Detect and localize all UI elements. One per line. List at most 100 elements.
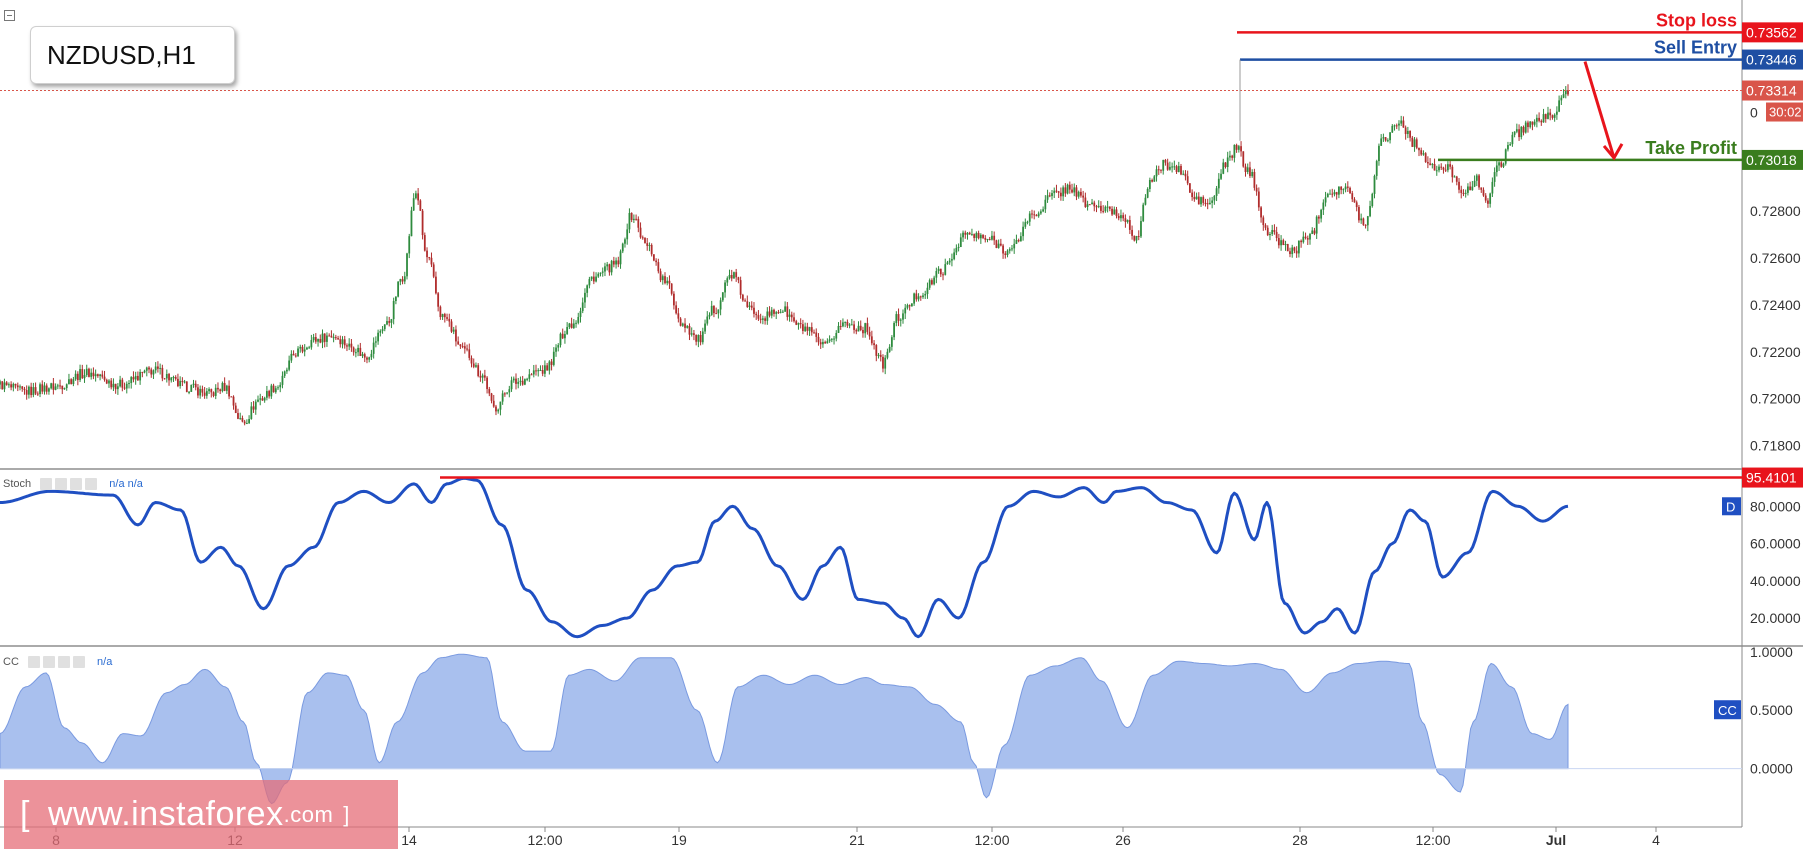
- candle-body: [152, 370, 155, 375]
- candle-body: [1375, 161, 1378, 176]
- candle-body: [401, 279, 404, 282]
- candle-body: [1189, 183, 1191, 193]
- candle-body: [506, 392, 508, 394]
- candle-body: [394, 296, 397, 302]
- candle-body: [79, 369, 81, 381]
- candle-body: [1153, 176, 1156, 182]
- candle-body: [655, 260, 658, 263]
- candle-body: [1091, 202, 1093, 205]
- candle-body: [612, 260, 615, 265]
- candle-body: [21, 386, 24, 389]
- candle-body: [410, 210, 413, 237]
- candle-body: [652, 254, 655, 261]
- candle-body: [610, 260, 613, 273]
- candle-body: [1111, 208, 1113, 215]
- candle-body: [463, 346, 466, 349]
- candle-body: [1075, 187, 1078, 197]
- candle-body: [715, 313, 718, 315]
- candle-body: [1051, 193, 1053, 197]
- stoch-legend[interactable]: Stoch n/a n/a: [3, 478, 143, 491]
- candle-body: [139, 371, 142, 381]
- candle-body: [1542, 114, 1545, 123]
- candle-body: [1184, 173, 1187, 177]
- menu-icon[interactable]: [4, 10, 15, 21]
- candle-body: [339, 339, 342, 345]
- candle-body: [1182, 173, 1185, 175]
- candle-body: [48, 388, 50, 392]
- candle-body: [1306, 238, 1309, 240]
- candle-body: [286, 369, 288, 372]
- candle-body: [1458, 181, 1460, 190]
- candle-body: [770, 309, 773, 316]
- candle-body: [748, 305, 751, 307]
- candle-body: [744, 300, 746, 302]
- candle-body: [272, 385, 275, 393]
- candle-body: [1046, 195, 1049, 200]
- candle-body: [819, 342, 822, 345]
- candle-body: [1420, 150, 1423, 155]
- candle-body: [991, 235, 993, 240]
- candle-body: [951, 259, 953, 261]
- candle-body: [1322, 202, 1325, 210]
- candle-body: [1424, 153, 1427, 163]
- candle-body: [528, 374, 531, 379]
- stoch-controls[interactable]: [40, 478, 100, 491]
- candle-body: [141, 371, 144, 373]
- candle-body: [677, 313, 680, 319]
- candle-body: [706, 316, 709, 324]
- candle-body: [759, 318, 762, 320]
- watermark-bracket-close: ]: [343, 801, 350, 827]
- candle-body: [205, 391, 208, 396]
- candle-body: [14, 383, 17, 386]
- candle-body: [888, 346, 891, 352]
- candle-body: [1146, 188, 1149, 198]
- candle-body: [1289, 251, 1291, 255]
- candle-body: [944, 264, 947, 275]
- candle-body: [1162, 159, 1165, 171]
- candle-body: [1251, 171, 1254, 177]
- stoch-tick-label: 20.0000: [1750, 610, 1801, 626]
- candle-body: [719, 300, 722, 310]
- candle-body: [1331, 193, 1334, 195]
- cc-tick-label: 1.0000: [1750, 644, 1793, 660]
- candle-body: [165, 374, 168, 379]
- candle-body: [615, 260, 617, 265]
- candle-body: [813, 332, 815, 334]
- candle-body: [1435, 170, 1438, 172]
- stoch-level-box: [1742, 467, 1803, 488]
- candle-body: [604, 266, 606, 272]
- candle-body: [721, 292, 724, 301]
- candle-body: [1128, 220, 1131, 230]
- candle-body: [1039, 211, 1042, 214]
- candle-body: [1104, 206, 1107, 212]
- candle-body: [172, 376, 175, 378]
- stoch-line: [0, 476, 1569, 639]
- candle-body: [125, 383, 128, 389]
- cc-controls[interactable]: [27, 656, 88, 669]
- candle-body: [704, 323, 706, 332]
- candle-body: [1511, 134, 1514, 145]
- candle-body: [61, 385, 64, 390]
- candle-body: [575, 322, 577, 324]
- candle-body: [893, 322, 895, 338]
- candle-body: [1535, 117, 1538, 122]
- candle-body: [341, 339, 344, 345]
- candle-body: [501, 393, 504, 402]
- candle-body: [490, 393, 493, 401]
- candle-body: [1462, 192, 1465, 194]
- candle-body: [1273, 229, 1276, 232]
- candle-body: [65, 384, 68, 389]
- candle-body: [386, 321, 388, 325]
- candle-body: [181, 380, 184, 383]
- candle-body: [515, 378, 517, 384]
- candle-body: [997, 243, 1000, 248]
- cc-legend[interactable]: CC n/a: [3, 656, 112, 669]
- candle-body: [868, 331, 871, 337]
- candle-body: [3, 382, 6, 390]
- candle-body: [833, 338, 835, 340]
- candle-body: [174, 376, 177, 379]
- candle-body: [1017, 240, 1020, 242]
- candle-body: [1088, 204, 1091, 206]
- candle-body: [1500, 162, 1503, 167]
